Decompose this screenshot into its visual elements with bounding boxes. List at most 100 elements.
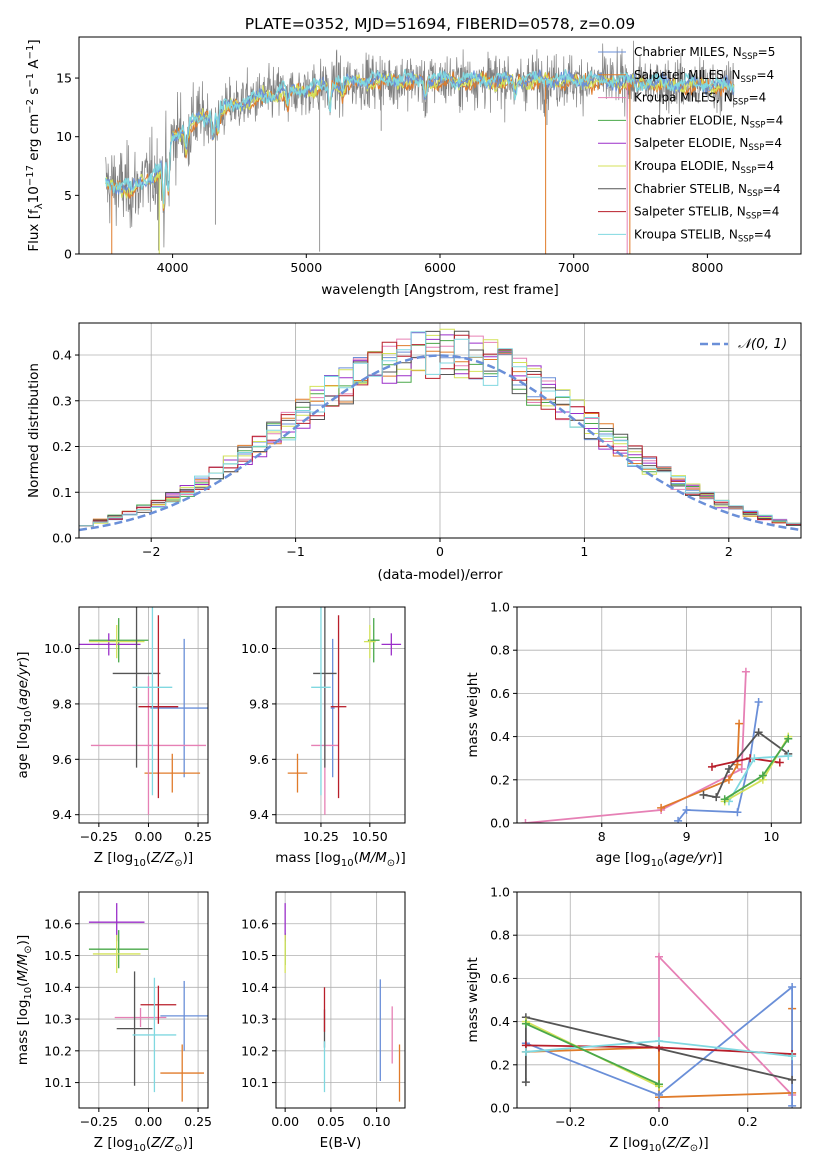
- x-tick-label: −0.25: [80, 829, 118, 844]
- y-tick-label: 10.0: [44, 641, 72, 656]
- y-tick-label: 10.4: [44, 980, 72, 995]
- y-tick-label: 0.4: [490, 1014, 510, 1029]
- y-tick-label: 9.8: [249, 696, 269, 711]
- weight-marker: [788, 1075, 797, 1084]
- gridlines: [79, 607, 208, 823]
- x-tick-label: −0.25: [80, 1114, 118, 1129]
- y-axis-label: Normed distribution: [26, 363, 42, 498]
- weight-marker: [699, 790, 708, 799]
- y-tick-label: 10.2: [241, 1043, 269, 1058]
- chart-spectrum: 4000 5000 6000 7000 8000 0 5 10 15 wavelength [An…: [25, 36, 802, 298]
- weight-line: [703, 731, 789, 799]
- x-tick-label: 5000: [290, 260, 322, 275]
- weight-marker: [788, 983, 797, 992]
- chart-residuals: −2 −1 0 1 2 0.0 0.1 0.2 0.3 0.4 𝒩(0, 1) (data-model…: [26, 322, 802, 583]
- x-axis-label: wavelength [Angstrom, rest frame]: [321, 282, 559, 298]
- y-axis-label: mass weight: [465, 957, 481, 1042]
- y-tick-label: 5: [64, 188, 72, 203]
- axes-frame: [78, 322, 802, 539]
- axes-frame: [78, 36, 802, 255]
- weight-marker: [788, 1101, 797, 1108]
- weight-line: [658, 954, 793, 1108]
- weight-marker: [750, 754, 759, 763]
- legend-entry: Salpeter STELIB, NSSP=4: [634, 205, 779, 222]
- axes-frame: [275, 891, 406, 1109]
- y-tick-label: 0.3: [52, 393, 72, 408]
- weight-line: [677, 701, 760, 822]
- x-tick-label: 0.00: [135, 1114, 163, 1129]
- y-axis-label: Flux [fλ10−17 erg cm−2 s−1 A−1]: [25, 39, 45, 251]
- weight-marker: [724, 775, 733, 784]
- y-tick-label: 10.5: [44, 948, 72, 963]
- plot-area: [79, 328, 801, 538]
- gridlines: [79, 892, 208, 1108]
- x-axis-label: Z [log10(Z/Z⊙)]: [609, 1135, 708, 1154]
- plot-area: [287, 607, 402, 815]
- chart-age-vs-mass: 10.25 10.50 9.4 9.6 9.8 10.0 mass [log10(M/M⊙)…: [241, 606, 406, 869]
- weight-marker: [707, 762, 716, 771]
- y-tick-label: 0.8: [490, 643, 510, 658]
- y-tick-label: 9.8: [52, 696, 72, 711]
- x-tick-label: 0.0: [649, 1114, 669, 1129]
- y-tick-label: 0.0: [52, 531, 72, 546]
- weight-marker: [775, 758, 784, 767]
- chart-weight-vs-Z: −0.2 0.0 0.2 0.0 0.2 0.4 0.6 0.8 1.0 Z [log10(Z/Z…: [465, 885, 802, 1154]
- y-tick-label: 0.6: [490, 686, 510, 701]
- weight-marker: [521, 1078, 530, 1087]
- weight-marker: [521, 1047, 530, 1056]
- weight-marker: [724, 765, 733, 773]
- weight-marker: [655, 1104, 663, 1108]
- y-tick-label: 9.4: [52, 807, 72, 822]
- x-tick-label: −2: [142, 544, 160, 559]
- x-axis-label: E(B-V): [320, 1135, 362, 1151]
- legend-entry: Chabrier ELODIE, NSSP=4: [634, 113, 783, 130]
- y-tick-label: 10.4: [241, 980, 269, 995]
- x-tick-label: 1: [580, 544, 588, 559]
- legend-entry: 𝒩(0, 1): [738, 336, 787, 352]
- x-axis-label: (data-model)/error: [377, 567, 503, 583]
- weight-marker: [657, 803, 666, 812]
- x-tick-label: 10: [763, 829, 779, 844]
- weight-line: [525, 985, 793, 1106]
- axes-frame: [275, 606, 406, 824]
- x-axis-label: Z [log10(Z/Z⊙)]: [94, 850, 193, 869]
- x-tick-label: 0.25: [184, 1114, 212, 1129]
- legend-entry: Kroupa ELODIE, NSSP=4: [634, 159, 774, 176]
- chart-mass-vs-EBV: 0.00 0.05 0.10 10.1 10.2 10.3 10.4 10.5 10.6 E(B-…: [241, 891, 406, 1151]
- x-tick-label: 10.50: [352, 829, 388, 844]
- residual-histogram: [79, 331, 801, 538]
- chart-weight-vs-age: 8 9 10 0.0 0.2 0.4 0.6 0.8 1.0 age [log10(age/yr)…: [465, 600, 802, 869]
- weight-marker: [720, 795, 729, 804]
- plot-area: [79, 607, 208, 815]
- y-tick-label: 1.0: [490, 600, 510, 615]
- x-tick-label: 0.00: [271, 1114, 299, 1129]
- y-tick-label: 10.3: [241, 1012, 269, 1027]
- weight-marker: [521, 1019, 530, 1028]
- legend-entry: Chabrier MILES, NSSP=5: [634, 45, 775, 62]
- weight-marker: [735, 719, 744, 728]
- figure-title: PLATE=0352, MJD=51694, FIBERID=0578, z=0…: [245, 15, 635, 33]
- x-axis-label: Z [log10(Z/Z⊙)]: [94, 1135, 193, 1154]
- weight-marker: [784, 752, 793, 761]
- y-tick-label: 9.6: [249, 752, 269, 767]
- y-tick-label: 10.2: [44, 1043, 72, 1058]
- weight-marker: [682, 806, 691, 815]
- y-tick-label: 0.6: [490, 971, 510, 986]
- x-tick-label: 6000: [424, 260, 456, 275]
- y-tick-label: 10: [56, 129, 72, 144]
- y-tick-label: 10.6: [44, 916, 72, 931]
- plot-area: [521, 952, 797, 1108]
- weight-line: [525, 671, 747, 823]
- plot-area: [284, 903, 401, 1102]
- y-tick-label: 0: [64, 247, 72, 262]
- x-tick-label: −0.2: [555, 1114, 585, 1129]
- y-axis-label: mass [log10(M/M⊙)]: [15, 935, 34, 1065]
- weight-marker: [741, 667, 750, 676]
- y-tick-label: 10.1: [241, 1075, 269, 1090]
- x-tick-label: 0.2: [738, 1114, 758, 1129]
- gridlines: [276, 892, 405, 1108]
- y-tick-label: 15: [56, 71, 72, 86]
- x-tick-label: 8000: [692, 260, 724, 275]
- x-tick-label: 0.05: [317, 1114, 345, 1129]
